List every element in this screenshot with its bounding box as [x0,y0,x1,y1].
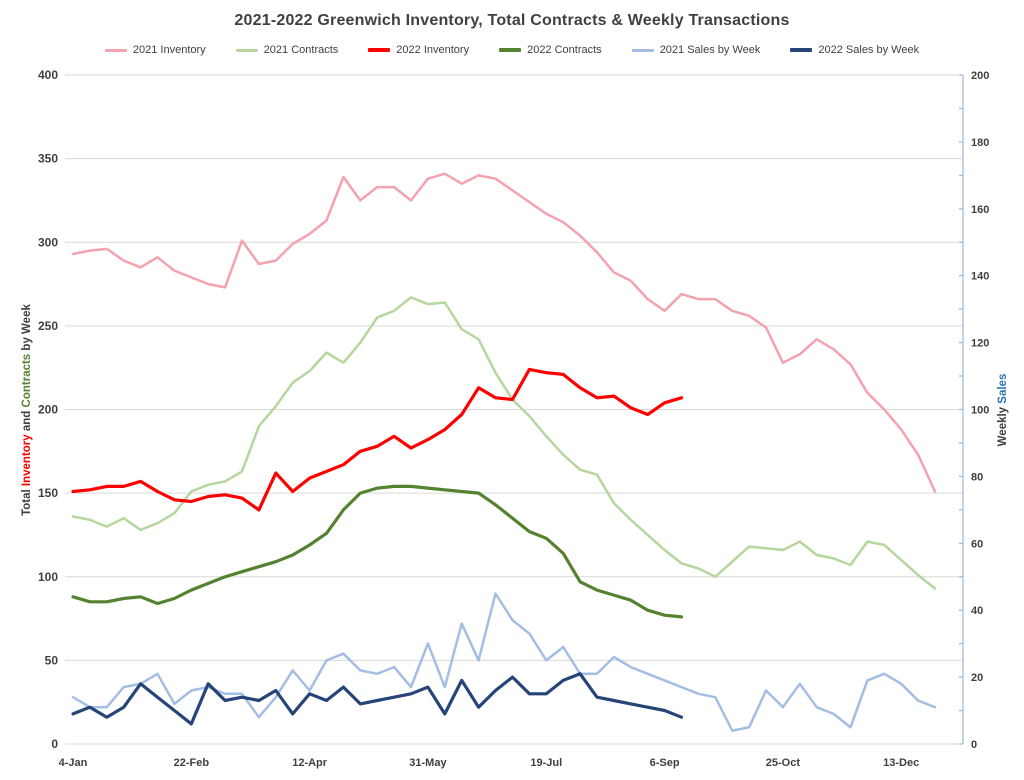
left-axis-tick-label: 200 [38,403,58,417]
legend-swatch-line-icon [104,48,127,52]
left-axis-tick-label: 400 [38,68,58,82]
right-axis-tick-label: 80 [971,471,983,483]
chart-title: 2021-2022 Greenwich Inventory, Total Con… [234,12,790,29]
legend-label: 2021 Inventory [132,44,206,56]
legend-swatch-line-icon [790,48,813,52]
legend-item: 2022 Inventory [368,44,469,56]
legend-item: 2022 Sales by Week [790,44,919,56]
left-axis-tick-label: 100 [38,570,58,584]
legend-swatch-line-icon [631,48,654,52]
series-line-2022-inventory [71,367,684,512]
right-axis-tick-label: 100 [971,405,989,417]
axis-title-part: Total [21,486,33,516]
legend-label: 2022 Contracts [527,44,602,56]
axis-title-part: Inventory [21,434,33,487]
right-axis-tick-label: 140 [971,271,989,283]
series-line-2022-sales-by-week [71,672,684,726]
x-axis-tick-label: 4-Jan [59,757,88,769]
right-axis-title: Weekly Sales [997,210,1009,610]
series-line-2022-contracts [71,484,684,619]
left-axis-tick-label: 300 [38,235,58,249]
left-axis-title: Total Inventory and Contracts by Week [21,210,33,610]
axis-title-part: Contracts [21,353,33,408]
x-axis-tick-label: 31-May [409,757,447,769]
left-axis-tick-label: 0 [51,737,58,751]
right-axis-tick-label: 200 [971,70,989,82]
axis-title-part: Sales [997,373,1009,404]
x-axis-tick-label: 19-Jul [530,757,562,769]
series-line-2021-contracts [71,296,937,590]
legend-item: 2022 Contracts [499,44,602,56]
right-axis-tick-label: 60 [971,538,983,550]
right-axis-tick-label: 120 [971,338,989,350]
right-axis-tick-label: 20 [971,672,983,684]
legend-label: 2022 Sales by Week [818,44,920,56]
legend-swatch-line-icon [499,48,522,52]
right-axis-tick-label: 160 [971,204,989,216]
legend-item: 2021 Contracts [235,44,339,56]
legend-item: 2021 Inventory [104,44,206,56]
x-axis-tick-label: 25-Oct [766,757,801,769]
left-axis-tick-label: 50 [45,653,59,667]
legend-item: 2021 Sales by Week [631,44,761,56]
left-axis-tick-label: 150 [38,486,58,500]
axis-title-part: by Week [21,304,33,354]
series-line-2021-sales-by-week [71,592,937,732]
axis-title-part: Weekly [997,403,1009,447]
right-axis-tick-label: 0 [971,739,977,751]
x-axis-tick-label: 13-Dec [883,757,919,769]
right-axis-tick-label: 180 [971,137,989,149]
x-axis-tick-label: 22-Feb [174,757,210,769]
right-axis-tick-label: 40 [971,605,983,617]
legend: 2021 Inventory 2021 Contracts 2022 Invento… [0,44,1024,56]
series-line-2021-inventory [71,172,937,493]
legend-label: 2021 Sales by Week [659,44,761,56]
legend-label: 2022 Inventory [396,44,470,56]
axis-title-part: and [21,407,33,435]
x-axis-tick-label: 12-Apr [292,757,328,769]
left-axis-tick-label: 250 [38,319,58,333]
legend-label: 2021 Contracts [263,44,339,56]
x-axis-tick-label: 6-Sep [650,757,680,769]
left-axis-tick-label: 350 [38,152,58,166]
legend-swatch-line-icon [235,48,258,52]
legend-swatch-line-icon [368,48,391,52]
